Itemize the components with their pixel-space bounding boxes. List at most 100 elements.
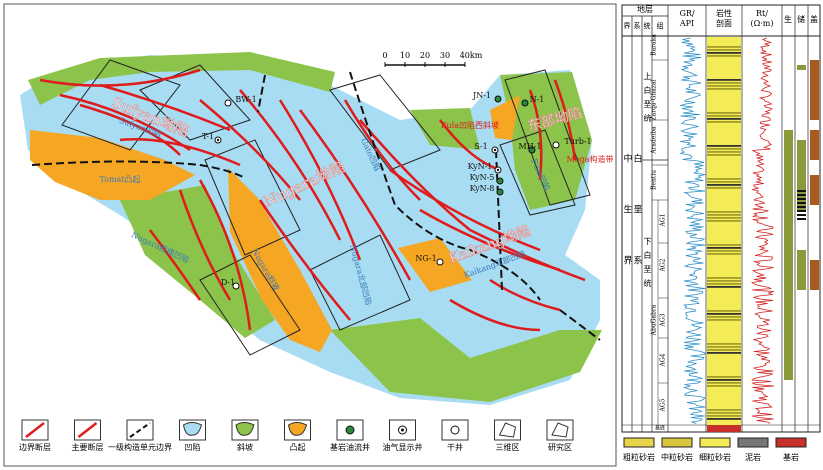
uplift-area [398, 238, 472, 292]
well [224, 99, 232, 107]
lith-band [707, 52, 741, 54]
lith-band [707, 313, 741, 315]
lith-band [707, 112, 741, 114]
lith-band [707, 343, 741, 345]
zone-bar [810, 159, 819, 160]
lith-band [707, 49, 741, 51]
lith-band [707, 88, 741, 90]
formation-label: Bentiu [651, 170, 658, 190]
zone-bar [797, 194, 806, 196]
slope-area [500, 72, 592, 210]
zone-bar [797, 206, 806, 208]
legend-outline [498, 422, 517, 438]
zone-bar [797, 210, 806, 212]
lith-band [707, 211, 741, 213]
zone-bar [797, 214, 806, 216]
vertical-label: 中生界 [622, 152, 633, 306]
zone-bar [810, 119, 819, 120]
lith-band [707, 412, 741, 414]
lith-band [707, 316, 741, 318]
slope-area [120, 185, 275, 338]
uplift-area [228, 168, 332, 352]
lith-swatch [775, 437, 807, 448]
well-label: N-1 [530, 95, 545, 104]
scale-label: 30 [440, 51, 450, 60]
well-dot [216, 138, 220, 142]
well-label: MH-1 [519, 142, 542, 151]
lith-label: 细粒砂岩 [699, 452, 731, 462]
lith-band [707, 280, 741, 282]
vertical-label: 下白垩统 [643, 237, 652, 293]
lith-band [707, 145, 741, 147]
zone-bar [784, 379, 793, 380]
lith-swatch [661, 437, 693, 448]
lith-band [707, 184, 741, 186]
header: 界 [624, 22, 631, 30]
lith-band [707, 82, 741, 84]
legend-label: 主要断层 [72, 442, 104, 452]
basement [707, 425, 741, 432]
lith-band [707, 409, 741, 411]
formation-label: AbuGabra [651, 304, 658, 336]
vertical-label: 白垩系 [632, 152, 643, 306]
lith-band [707, 253, 741, 255]
well-dot [493, 148, 497, 152]
legend-fault [25, 422, 45, 438]
lith-band [707, 46, 741, 48]
scale-label: 40km [460, 51, 483, 60]
well-label: T-1 [202, 132, 214, 141]
lith-band [707, 319, 741, 321]
header: GR/API [679, 9, 695, 28]
well-label: JN-1 [472, 91, 491, 100]
zone-bar [797, 289, 806, 290]
lith-band [707, 247, 741, 249]
well [436, 258, 444, 266]
legend-boundary [129, 422, 151, 438]
lith-label: 泥岩 [745, 452, 761, 462]
lith-band [707, 385, 741, 387]
legend-swatch [287, 422, 308, 436]
lith-band [707, 154, 741, 156]
header: 组 [657, 21, 664, 30]
lith-band [707, 244, 741, 246]
legend-box [494, 419, 521, 441]
3d-areas [61, 59, 591, 356]
lith-band [707, 148, 741, 150]
zone-bar [797, 69, 806, 70]
zone-bar [797, 190, 806, 192]
formation-label: Baraka [651, 34, 658, 56]
zone-bar [797, 202, 806, 204]
legend-swatch [182, 422, 203, 436]
well [496, 188, 504, 196]
lith-band [707, 346, 741, 348]
lith-label: 基岩 [783, 452, 799, 462]
lith-band [707, 382, 741, 384]
lith-band [707, 217, 741, 219]
legend-label: 凹陷 [185, 442, 201, 452]
uplift-area [30, 130, 195, 200]
scale-label: 0 [382, 51, 387, 60]
zone-bar [784, 369, 793, 370]
uplift-area [490, 95, 520, 140]
header: 储 [797, 14, 805, 24]
member-label: AG3 [660, 313, 667, 327]
gr-curve [679, 37, 706, 424]
lith-band [707, 220, 741, 222]
base-label: 基底 [655, 425, 665, 432]
well-label: KyN-8 [470, 184, 495, 193]
zone-bar [810, 289, 819, 290]
vertical-label: 上白垩统 [643, 72, 652, 128]
well [496, 177, 504, 185]
legend-dot [401, 428, 404, 432]
lith-band [707, 118, 741, 120]
legend-swatch [235, 422, 255, 436]
header: 地层 [637, 4, 653, 14]
zone-bar [797, 198, 806, 200]
legend-box [546, 419, 574, 441]
lith-band [707, 79, 741, 81]
strat-column: 地层界系统组 GR/API 岩性剖面 Rt/(Ω·m) 生储盖中生界 白垩系 上白垩统下白垩… [621, 4, 821, 462]
slope-area [410, 108, 480, 150]
well [528, 146, 536, 154]
member-label: AG1 [660, 214, 667, 228]
